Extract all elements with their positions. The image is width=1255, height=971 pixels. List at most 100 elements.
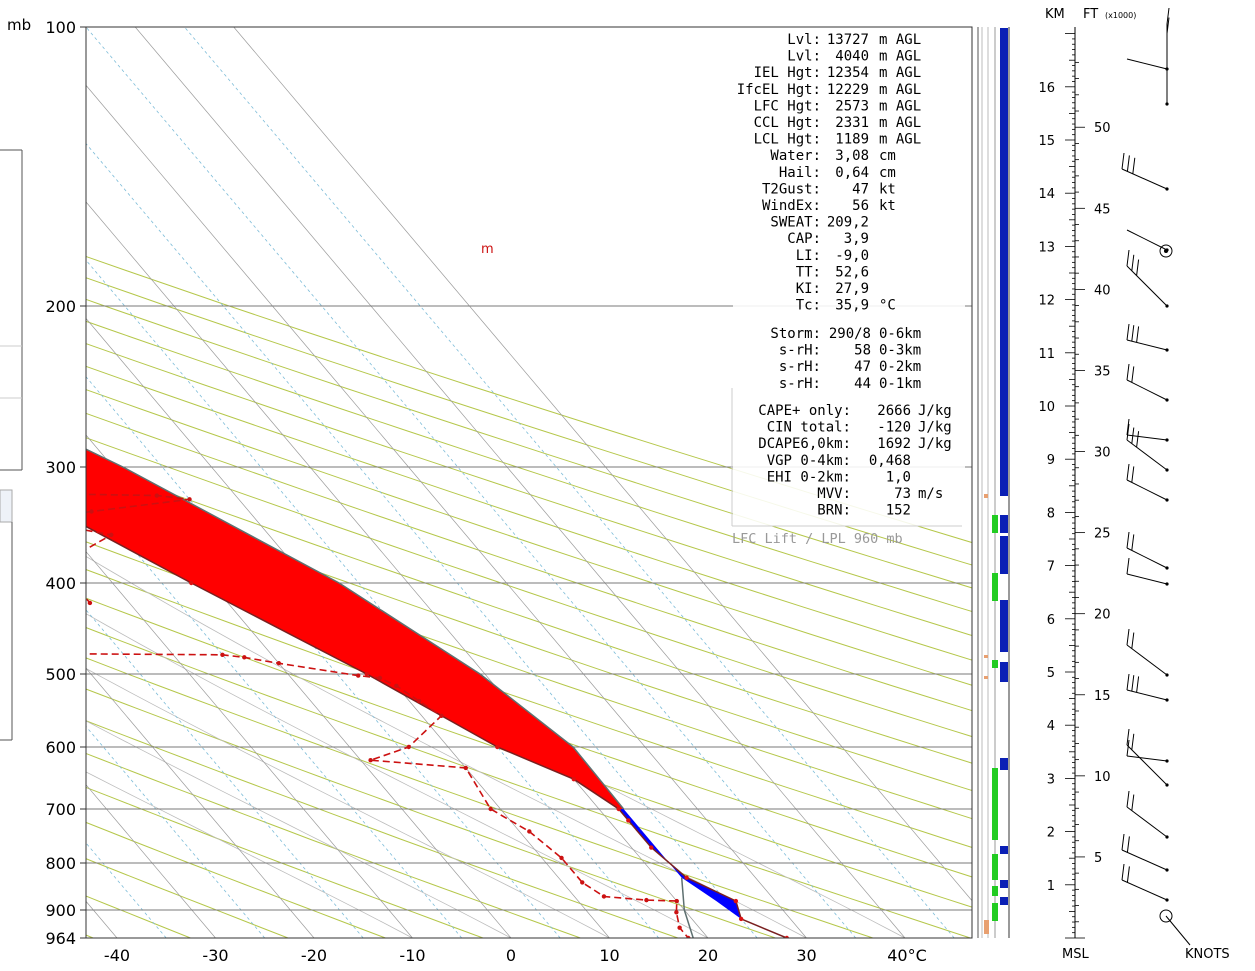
km-tick-label: 15 (1038, 134, 1055, 149)
ft-tick-label: 50 (1094, 121, 1111, 136)
isotherm (86, 201, 709, 938)
storm-unit: 0-3km (879, 343, 921, 359)
wind-barb-point (1165, 868, 1169, 872)
wind-barb-point (1165, 835, 1169, 839)
storm-value: 290/8 (829, 326, 871, 342)
parameter-value: 1189 (835, 132, 869, 148)
wind-barb-flag (1126, 628, 1130, 646)
energy-value: 2666 (877, 403, 911, 419)
pressure-tick-label: 500 (45, 665, 76, 684)
parameter-label: CAP: (787, 231, 821, 247)
wind-barb-point (1165, 673, 1169, 677)
dewpoint-point (527, 829, 532, 834)
temperature-point (571, 776, 577, 782)
wind-barb (1126, 229, 1168, 251)
storm-label: s-rH: (779, 343, 821, 359)
pressure-tick-label: 200 (45, 297, 76, 316)
pressure-tick-label: 700 (45, 800, 76, 819)
dewpoint-point (377, 675, 383, 681)
dewpoint-point (109, 532, 114, 538)
wind-barb-point (1165, 898, 1169, 902)
km-tick-label: 6 (1047, 613, 1055, 628)
storm-value: 47 (854, 359, 871, 375)
ft-tick-label: 15 (1094, 689, 1111, 704)
isotherm-dashed (86, 376, 561, 938)
wind-barb-flag (1131, 794, 1135, 811)
parameter-label: Lvl: (787, 32, 821, 48)
temperature-tick-label: 30 (796, 946, 816, 965)
wind-barb (1121, 168, 1168, 190)
dry-adiabat (86, 389, 972, 686)
parcel-line (86, 448, 625, 810)
energy-value: 0,468 (869, 453, 911, 469)
dry-adiabat (86, 255, 972, 544)
wind-barb (1126, 806, 1168, 838)
storm-label: Storm: (770, 326, 821, 342)
wind-barb-flag (1131, 366, 1135, 383)
temperature-unit-label: 40°C (887, 946, 927, 965)
plot-frame (85, 26, 973, 939)
dry-adiabat (86, 858, 289, 938)
km-tick-label: 2 (1047, 826, 1055, 841)
cape-area (86, 449, 624, 809)
wind-barb-flag (1126, 423, 1130, 441)
wind-barb-point (1165, 498, 1169, 502)
wind-barb-point (1165, 582, 1169, 586)
wind-barb-flag (1166, 17, 1170, 34)
dewpoint-point (356, 673, 361, 678)
wind-barb-point (1165, 398, 1169, 402)
storm-unit: 0-2km (879, 359, 921, 375)
dry-adiabat (86, 541, 972, 848)
km-tick-label: 10 (1038, 400, 1055, 415)
storm-value: 44 (854, 376, 871, 392)
wind-barb-flag (1126, 673, 1130, 691)
knots-label: KNOTS (1185, 947, 1230, 962)
pressure-tick-label: 300 (45, 458, 76, 477)
parameter-label: Tc: (796, 298, 821, 314)
wind-barb-flag (1136, 259, 1140, 276)
pressure-tick-label: 400 (45, 574, 76, 593)
wind-barb-point (1165, 468, 1169, 472)
wind-barb-flag (1126, 463, 1130, 481)
parameter-label: WindEx: (762, 198, 821, 214)
dewpoint-point (601, 894, 607, 899)
isotherm (134, 27, 906, 938)
dry-adiabat (86, 277, 972, 566)
ft-tick-label: 20 (1094, 608, 1111, 623)
dewpoint-point (27, 518, 31, 522)
parameter-unit: cm (879, 165, 896, 181)
moist-adiabat (86, 668, 610, 938)
energy-unit: J/kg (918, 403, 952, 419)
parameter-unit: m AGL (879, 49, 921, 65)
parameter-value: 13727 (827, 32, 869, 48)
wind-barb-flag (1126, 531, 1130, 549)
km-tick-label: 14 (1038, 187, 1055, 202)
energy-value: 152 (886, 503, 911, 519)
wind-barb (1126, 573, 1168, 585)
storm-value: 58 (854, 343, 871, 359)
wind-barb-flag (1131, 534, 1135, 551)
temperature-tick-label: -20 (301, 946, 327, 965)
temperature-point (784, 935, 789, 938)
parameter-value: 27,9 (835, 281, 869, 297)
temperature-point (626, 818, 631, 823)
parameter-value: 4040 (835, 49, 869, 65)
wind-barb-flag (1131, 632, 1135, 649)
storm-label: s-rH: (779, 359, 821, 375)
parcel-marker: m (481, 242, 494, 257)
isotherm-dashed (86, 143, 758, 938)
energy-label: MVV: (817, 486, 851, 502)
wind-barb-flag (1131, 733, 1135, 750)
temperature-tick-label: -30 (202, 946, 228, 965)
parameter-value: 35,9 (835, 298, 869, 314)
dewpoint-point (220, 652, 225, 657)
wind-barb-flag (1126, 557, 1130, 575)
parcel-base-line (680, 877, 694, 938)
dry-adiabat (86, 437, 972, 738)
parameter-value: 0,64 (835, 165, 869, 181)
temperature-point (738, 916, 744, 922)
isotherm-dashed (86, 492, 463, 938)
parameter-unit: m AGL (879, 115, 921, 131)
dewpoint-point (242, 655, 247, 660)
parameter-unit: kt (879, 181, 896, 197)
